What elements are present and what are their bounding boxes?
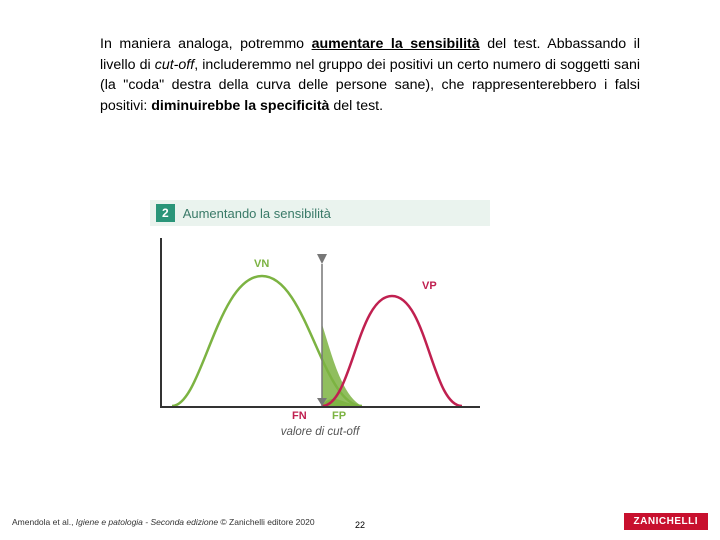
citation-post: © Zanichelli editore 2020 xyxy=(218,517,315,527)
cutoff-arrow-icon xyxy=(317,254,327,264)
figure-header: 2 Aumentando la sensibilità xyxy=(150,200,490,226)
text-seg6: diminuirebbe la specificità xyxy=(151,98,329,114)
citation-italic: Igiene e patologia - Seconda edizione xyxy=(76,517,218,527)
figure-title: Aumentando la sensibilità xyxy=(183,206,331,221)
page-number: 22 xyxy=(355,520,365,530)
figure-badge: 2 xyxy=(156,204,175,222)
label-fp: FP xyxy=(332,410,346,422)
label-vn: VN xyxy=(254,258,269,270)
text-seg1: In maniera analoga, potremmo xyxy=(100,36,312,52)
axis-label: valore di cut-off xyxy=(160,426,480,438)
citation-pre: Amendola et al., xyxy=(12,517,76,527)
footer-citation: Amendola et al., Igiene e patologia - Se… xyxy=(12,517,624,527)
chart-axes: VN VP xyxy=(160,238,480,408)
label-vp: VP xyxy=(422,280,437,292)
text-seg7: del test. xyxy=(329,98,383,114)
below-axis-labels: FN FP valore di cut-off xyxy=(160,408,480,448)
text-seg4: cut-off xyxy=(155,57,194,73)
body-paragraph: In maniera analoga, potremmo aumentare l… xyxy=(100,34,640,116)
chart-svg xyxy=(162,236,482,406)
label-fn: FN xyxy=(292,410,307,422)
text-seg2: aumentare la sensibilità xyxy=(312,36,480,52)
axis-label-text: valore di cut-off xyxy=(281,426,360,438)
figure-container: 2 Aumentando la sensibilità VN VP FN FP … xyxy=(150,200,490,448)
publisher-logo: ZANICHELLI xyxy=(624,513,708,530)
